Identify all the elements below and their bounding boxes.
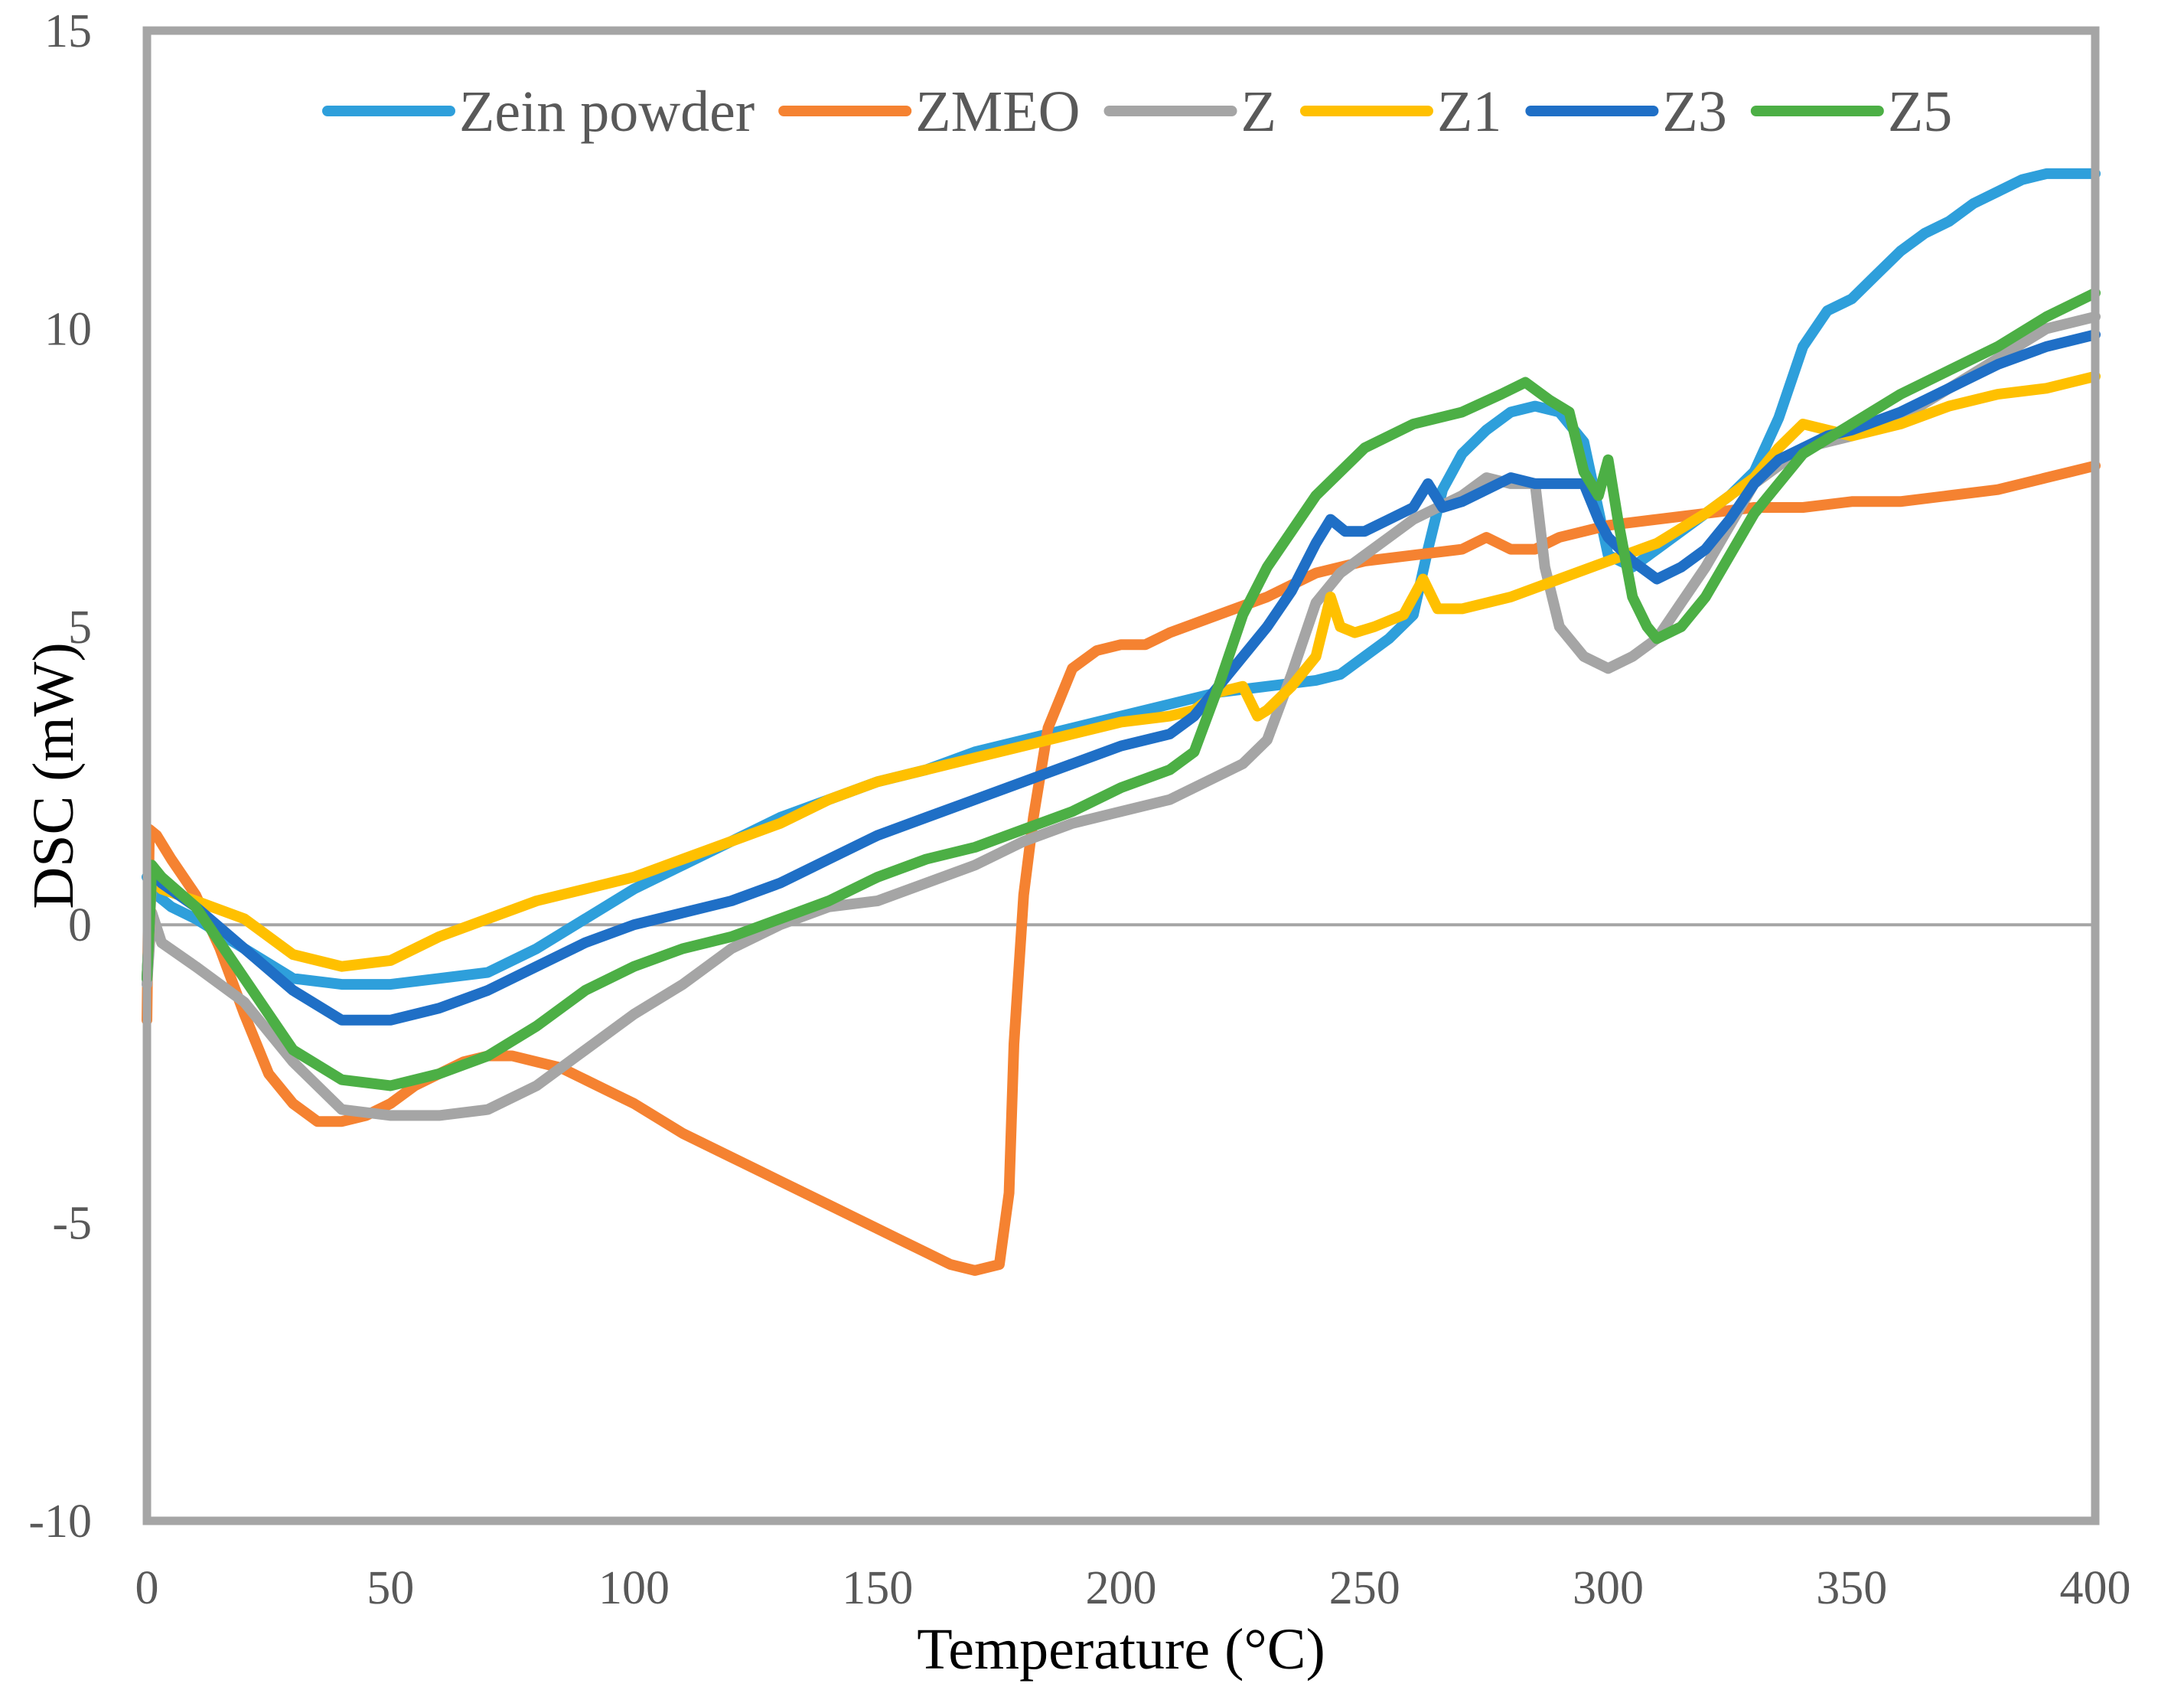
y-tick-label: 10 bbox=[44, 303, 92, 355]
legend-label-z1: Z1 bbox=[1437, 80, 1501, 144]
series-layer bbox=[142, 168, 2101, 1276]
x-tick-label: 50 bbox=[367, 1562, 414, 1614]
legend-label-z3: Z3 bbox=[1662, 80, 1726, 144]
x-axis-title: Temperature (°C) bbox=[917, 1617, 1325, 1682]
series-line-z bbox=[142, 311, 2101, 1121]
x-tick-label: 0 bbox=[135, 1562, 159, 1614]
plot-area-frame bbox=[142, 26, 2100, 1525]
x-tick-label: 150 bbox=[842, 1562, 913, 1614]
x-axis-ticks: 0 50 100 150 200 250 300 350 400 bbox=[135, 1562, 2131, 1614]
y-tick-label: 5 bbox=[68, 602, 92, 654]
series-line-zmeo bbox=[142, 460, 2101, 1276]
y-tick-label: 0 bbox=[68, 899, 92, 951]
series-line-z3 bbox=[142, 329, 2101, 1026]
legend: Zein powder ZMEO Z Z1 Z3 Z5 bbox=[322, 80, 1952, 144]
y-axis-ticks: -10 -5 0 5 10 15 bbox=[28, 5, 92, 1548]
x-tick-label: 300 bbox=[1573, 1562, 1644, 1614]
legend-label-z: Z bbox=[1241, 80, 1276, 144]
legend-label-zein-powder: Zein powder bbox=[459, 80, 755, 144]
legend-label-zmeo: ZMEO bbox=[915, 80, 1080, 144]
x-tick-label: 250 bbox=[1329, 1562, 1400, 1614]
x-tick-label: 100 bbox=[598, 1562, 670, 1614]
x-tick-label: 400 bbox=[2060, 1562, 2131, 1614]
legend-label-z5: Z5 bbox=[1888, 80, 1952, 144]
series-line-zein-powder bbox=[142, 168, 2101, 990]
x-tick-label: 200 bbox=[1086, 1562, 1157, 1614]
y-axis-title: DSC (mW) bbox=[21, 642, 86, 909]
y-tick-label: 15 bbox=[44, 5, 92, 57]
x-tick-label: 350 bbox=[1816, 1562, 1887, 1614]
y-tick-label: -10 bbox=[28, 1496, 92, 1548]
y-tick-label: -5 bbox=[52, 1198, 92, 1250]
series-line-z5 bbox=[142, 287, 2101, 1091]
